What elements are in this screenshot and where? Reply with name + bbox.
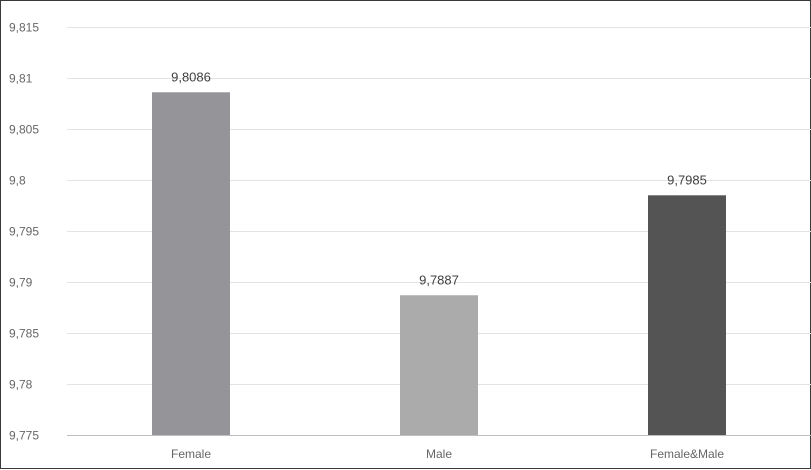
y-tick-label: 9,805 [9, 123, 39, 137]
x-category-label: Female&Male [650, 447, 724, 461]
data-label: 9,8086 [171, 69, 211, 84]
x-category-label: Female [171, 447, 211, 461]
bar-female [152, 92, 230, 435]
bars [152, 92, 726, 435]
data-label: 9,7985 [667, 172, 707, 187]
y-tick-label: 9,79 [9, 276, 33, 290]
data-label: 9,7887 [419, 272, 459, 287]
y-tick-label: 9,775 [9, 429, 39, 443]
y-tick-label: 9,8 [9, 174, 26, 188]
y-axis-tick-labels: 9,775 9,78 9,785 9,79 9,795 9,8 9,805 9,81 9,815 [9, 21, 39, 443]
x-axis-category-labels: Female Male Female&Male [171, 447, 724, 461]
y-tick-label: 9,795 [9, 225, 39, 239]
x-category-label: Male [426, 447, 452, 461]
y-tick-label: 9,78 [9, 378, 33, 392]
bar-female-male [648, 195, 726, 435]
bar-male [400, 295, 478, 435]
y-tick-label: 9,785 [9, 327, 39, 341]
y-tick-label: 9,815 [9, 21, 39, 35]
data-labels: 9,8086 9,7887 9,7985 [171, 69, 707, 287]
y-tick-label: 9,81 [9, 72, 33, 86]
